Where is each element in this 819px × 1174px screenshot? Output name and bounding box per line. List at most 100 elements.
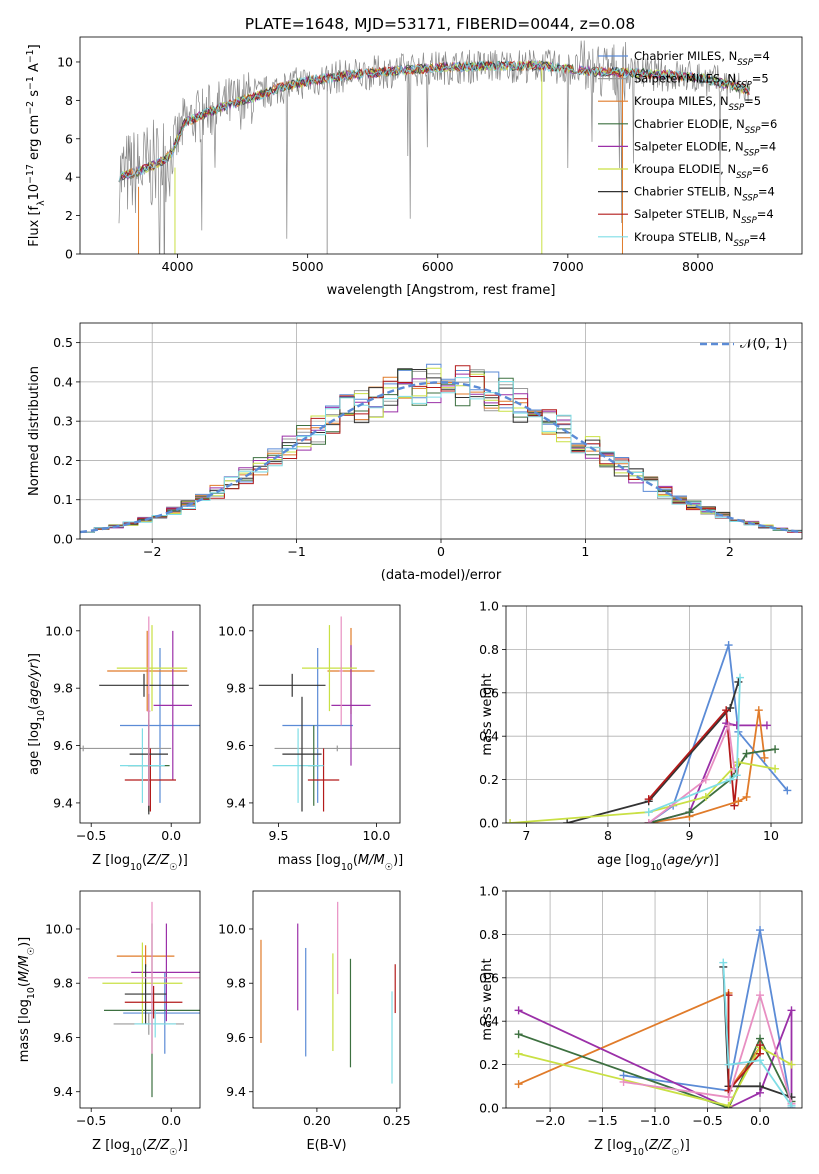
y-tick-label: 9.8: [226, 976, 246, 991]
legend-label: Chabrier ELODIE, NSSP=6: [634, 117, 777, 136]
label-part: s: [27, 90, 42, 101]
legend-label: 𝒩(0, 1): [740, 337, 787, 352]
figure-title: PLATE=1648, MJD=53171, FIBERID=0044, z=0…: [245, 15, 635, 33]
y-tick-label: 0.8: [479, 927, 499, 942]
y-tick-label: 9.6: [226, 1030, 246, 1045]
x-tick-label: −0.5: [76, 828, 106, 843]
y-tick-label: 0.2: [479, 772, 499, 787]
x-tick-label: 0.0: [161, 828, 181, 843]
legend-name: Salpeter ELODIE, N: [634, 139, 744, 153]
label-part: ☉: [169, 862, 177, 873]
y-tick-label: 9.6: [53, 738, 73, 753]
label-part: Z [log: [594, 1138, 632, 1153]
y-tick-label: 9.4: [226, 1084, 246, 1099]
x-tick-label: 10: [763, 828, 779, 843]
legend-name: Kroupa MILES, N: [634, 94, 729, 108]
x-tick-label: 0.0: [750, 1113, 770, 1128]
label-part: −1: [25, 76, 36, 90]
axes-residuals: −2 −1 0 1 2 0.0 0.1 0.2 0.3 0.4 0.5 𝒩(0, 1) (data-mo…: [27, 322, 803, 583]
x-tick-label: 0: [437, 544, 445, 559]
label-part: age/yr: [27, 661, 42, 704]
weight-line-0: [648, 644, 788, 823]
y-tick-label: 9.6: [53, 1030, 73, 1045]
y-axis-label: Flux [fλ10−17 erg cm−2 s−1 A−1]: [25, 44, 47, 246]
x-tick-label: 10.0: [363, 828, 391, 843]
label-part: ☉: [169, 1147, 177, 1158]
y-tick-label: 4: [65, 170, 73, 185]
x-axis-label: mass [log10(M/M☉)]: [278, 853, 404, 873]
label-part: M/M: [17, 955, 32, 982]
legend-label: Chabrier STELIB, NSSP=4: [634, 185, 775, 204]
x-tick-label: 6000: [422, 259, 454, 274]
label-part: A: [27, 63, 42, 76]
x-tick-label: 8: [604, 828, 612, 843]
legend-name: Salpeter STELIB, N: [634, 207, 741, 221]
x-axis-label: wavelength [Angstrom, rest frame]: [327, 283, 556, 298]
axes-frame: [252, 604, 401, 824]
legend-label: Chabrier MILES, NSSP=4: [634, 49, 770, 68]
y-tick-label: 0.6: [479, 970, 499, 985]
y-tick-label: 0.4: [479, 1014, 499, 1029]
legend-sub: SSP: [744, 148, 760, 158]
y-tick-label: 0: [65, 247, 73, 262]
weight-line-7: [623, 992, 793, 1104]
label-part: )]: [680, 1138, 690, 1153]
histogram-8: [80, 377, 802, 539]
weight-line-1: [566, 681, 740, 823]
label-part: (: [662, 853, 667, 868]
x-tick-label: 0.20: [303, 1113, 331, 1128]
y-tick-label: 0.5: [53, 335, 73, 350]
legend-nssp: =4: [753, 49, 770, 63]
axes-frame: [79, 890, 201, 1109]
label-part: −17: [25, 164, 36, 184]
x-tick-label: 9.5: [269, 828, 289, 843]
label-part: M/M: [358, 853, 385, 868]
gaussian-curve: [80, 381, 802, 534]
y-tick-label: 9.4: [53, 1084, 73, 1099]
y-tick-label: 0.8: [479, 642, 499, 657]
y-axis-label: Normed distribution: [27, 366, 42, 496]
axes-mass-weight-vs-Z: −2.0 −1.5 −1.0 −0.5 0.0 0.0 0.2 0.4 0.6 0.8 1.0 Z […: [479, 884, 803, 1158]
legend-sub: SSP: [742, 194, 758, 204]
legend-label: Salpeter STELIB, NSSP=4: [634, 207, 774, 226]
axes-age-vs-mass: 9.5 10.0 9.4 9.6 9.8 10.0 mass [log10(M/M☉)]: [218, 604, 404, 873]
legend-label: Salpeter ELODIE, NSSP=4: [634, 139, 776, 158]
legend-nssp: =6: [752, 162, 769, 176]
legend-name: Kroupa STELIB, N: [634, 230, 734, 244]
label-part: (: [644, 1138, 649, 1153]
label-part: )]: [27, 653, 42, 663]
label-part: )]: [393, 853, 403, 868]
x-tick-label: 9: [685, 828, 693, 843]
y-tick-label: 2: [65, 208, 73, 223]
label-part: 10: [36, 710, 47, 722]
legend-sub: SSP: [741, 216, 757, 226]
axes-frame: [505, 890, 803, 1109]
label-part: 10: [130, 1147, 142, 1158]
label-part: )]: [17, 937, 32, 947]
y-tick-label: 0.2: [53, 453, 73, 468]
x-axis-label: Z [log10(Z/Z☉)]: [594, 1138, 690, 1158]
axes-frame: [505, 605, 803, 824]
x-tick-label: 1: [581, 544, 589, 559]
y-tick-label: 0.1: [53, 492, 73, 507]
label-part: Z [log: [92, 1138, 130, 1153]
label-part: age [log: [597, 853, 650, 868]
label-part: Z/Z: [146, 853, 170, 868]
label-part: (: [353, 853, 358, 868]
axes-age-vs-Z: −0.5 0.09.49.69.810.0Z [log10(Z/Z☉)]age […: [27, 604, 201, 873]
legend-nssp: =4: [758, 185, 775, 199]
legend-label: Kroupa MILES, NSSP=5: [634, 94, 761, 113]
model-spectrum: [118, 59, 750, 183]
plot-area-age-vs-Z: [80, 616, 200, 815]
y-tick-label: 10.0: [45, 921, 73, 936]
legend-name: Chabrier MILES, N: [634, 49, 737, 63]
legend-sub: SSP: [734, 239, 750, 249]
weight-line-8: [722, 962, 793, 1107]
plot-area-spectrum: [118, 40, 751, 254]
x-tick-label: 4000: [162, 259, 194, 274]
y-tick-label: 8: [65, 93, 73, 108]
legend-nssp: =4: [759, 139, 776, 153]
y-tick-label: 9.4: [53, 795, 73, 810]
label-part: mass [log: [17, 999, 32, 1062]
